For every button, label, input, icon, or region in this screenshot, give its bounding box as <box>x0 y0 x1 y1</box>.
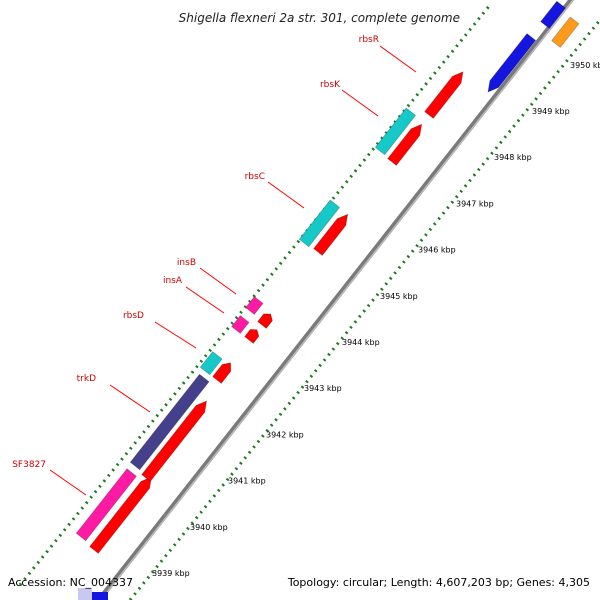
tick-label: 3939 kbp <box>152 569 190 578</box>
tick-label: 3943 kbp <box>304 384 342 393</box>
gene-rbsk <box>374 107 417 156</box>
gene-blue-top <box>540 0 566 29</box>
tick-label: 3942 kbp <box>266 430 304 439</box>
partial-feature-lavender <box>78 588 92 600</box>
leader-line-rbsd <box>154 321 197 349</box>
gene-label-rbsd: rbsD <box>123 311 144 321</box>
gene-sf3827 <box>75 468 137 542</box>
gene-red-7 <box>387 123 423 166</box>
leader-line-rbsk <box>341 89 379 117</box>
coordinate-ticks: 3939 kbp 3940 kbp 3941 kbp 3942 kbp 3943 kbp… <box>152 61 600 578</box>
gene-label-insa: insA <box>163 276 183 286</box>
tick-label: 3940 kbp <box>190 523 228 532</box>
tick-label: 3946 kbp <box>418 246 456 255</box>
gene-label-rbsk: rbsK <box>320 80 341 90</box>
gene-features <box>75 0 580 554</box>
gene-rbsc <box>298 199 341 248</box>
gene-red-3 <box>212 362 232 384</box>
leader-line-rbsc <box>267 181 305 209</box>
backbone-highlight <box>99 0 575 600</box>
gene-label-insb: insB <box>177 258 196 268</box>
gene-red-5 <box>257 313 273 329</box>
topology-text: Topology: circular; Length: 4,607,203 bp… <box>287 576 590 589</box>
leader-line-insb <box>199 267 237 295</box>
gene-red-6 <box>313 213 349 256</box>
tick-label: 3947 kbp <box>456 199 494 208</box>
gene-label-sf3827: SF3827 <box>12 460 46 470</box>
gene-red-1 <box>89 476 153 554</box>
leader-line-trkd <box>109 384 151 413</box>
leader-line-insa <box>185 286 225 314</box>
tick-label: 3944 kbp <box>342 338 380 347</box>
gene-label-trkd: trkD <box>77 374 96 384</box>
gene-red-4 <box>244 328 260 344</box>
gene-label-rbsc: rbsC <box>245 172 265 182</box>
partial-feature-blue <box>88 592 108 600</box>
backbone-line <box>95 0 575 600</box>
leader-line-sf3827 <box>49 469 87 496</box>
map-title: Shigella flexneri 2a str. 301, complete … <box>179 11 460 25</box>
gene-red-2 <box>141 400 208 482</box>
gene-labels: SF3827 trkD rbsD insA insB rbsC rbsK rbsR <box>12 35 417 496</box>
gene-trkd <box>129 373 210 471</box>
gene-rbsd <box>199 351 223 376</box>
tick-label: 3950 kbp <box>570 61 600 70</box>
gene-red-8 <box>424 71 464 119</box>
gene-insb <box>245 296 264 315</box>
gene-insa <box>231 315 250 334</box>
outer-tick-track <box>18 4 492 586</box>
gene-blue-rev <box>487 33 537 93</box>
leader-line-rbsr <box>379 45 417 73</box>
accession-text: Accession: NC_004337 <box>8 576 133 589</box>
tick-label: 3948 kbp <box>494 153 532 162</box>
tick-label: 3949 kbp <box>532 107 570 116</box>
tick-label: 3941 kbp <box>228 477 266 486</box>
tick-label: 3945 kbp <box>380 292 418 301</box>
gene-orange-top <box>551 16 580 48</box>
gene-label-rbsr: rbsR <box>359 35 379 45</box>
